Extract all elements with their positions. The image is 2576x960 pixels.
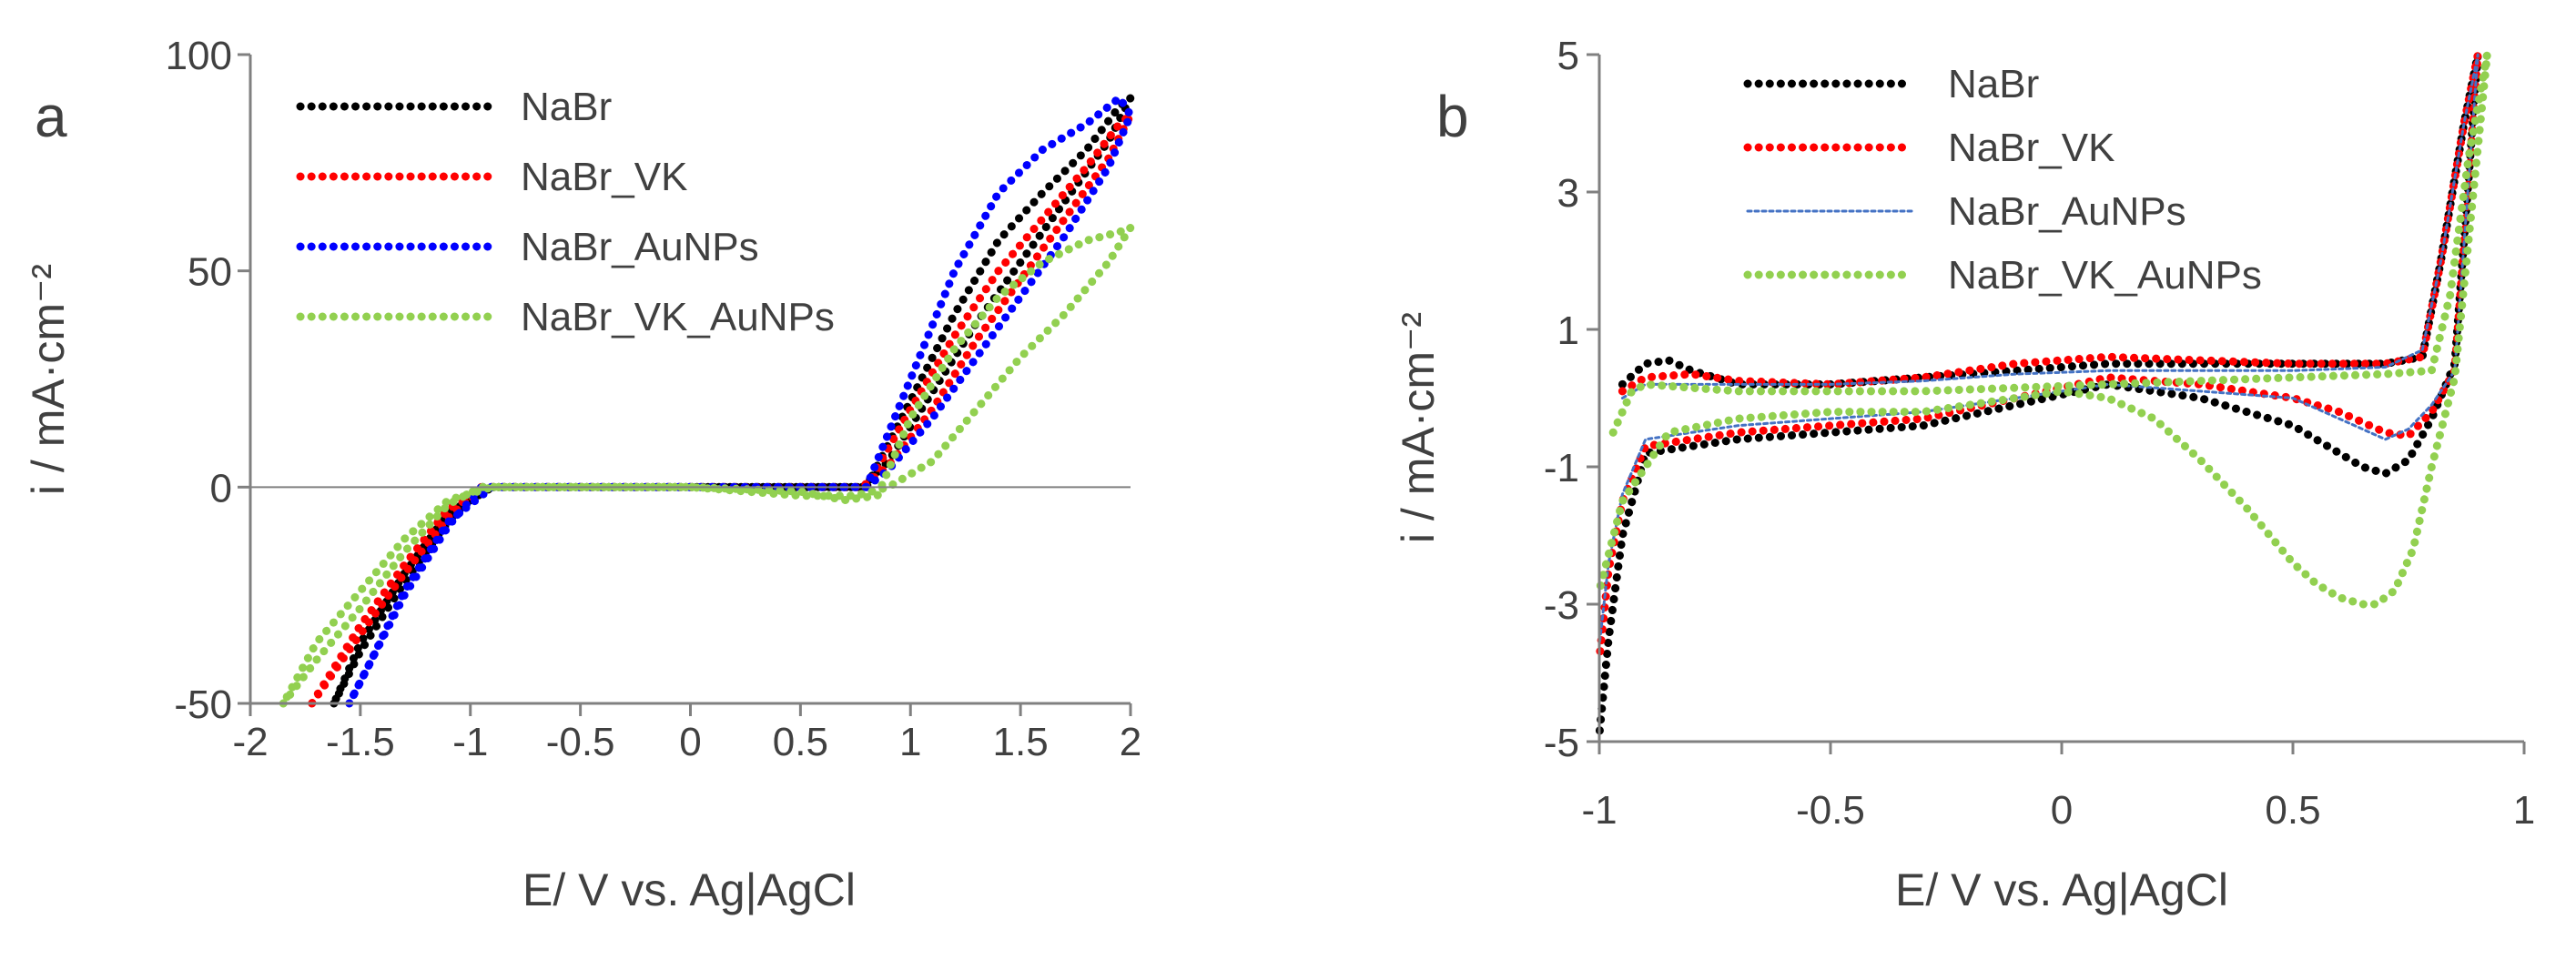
panel-a-legend-label-nabr-vk-aunps: NaBr_VK_AuNPs xyxy=(521,295,835,339)
panel-a-y-tick-label: 50 xyxy=(188,250,232,295)
panel-a-y-tick-label: 100 xyxy=(166,34,232,78)
panel-b-legend-label-nabr-aunps: NaBr_AuNPs xyxy=(1948,189,2186,234)
panel-a-axes xyxy=(238,53,1132,716)
panel-a-y-tick-label: -50 xyxy=(174,682,232,727)
panel-a-series-nabr-aunps xyxy=(345,94,1135,708)
panel-a-tick-labels: -2 -1.5 -1 -0.5 0 0.5 1 1.5 2 -50 0 50 100 xyxy=(166,34,1142,764)
panel-a-legend-label-nabr-aunps: NaBr_AuNPs xyxy=(521,225,759,269)
panel-b-x-tick-label: 1 xyxy=(2513,788,2535,833)
panel-a-x-tick-label: -1 xyxy=(452,720,488,764)
panel-a-series-nabr xyxy=(330,94,1135,708)
panel-b-y-tick-label: 5 xyxy=(1557,34,1579,78)
panel-a-x-tick-label: 0.5 xyxy=(773,720,828,764)
panel-b-y-tick-label: -3 xyxy=(1544,583,1579,628)
panel-a-series-nabr-vk xyxy=(308,111,1135,708)
panel-b-x-tick-label: 0.5 xyxy=(2265,788,2320,833)
panel-b-axes xyxy=(1587,53,2526,754)
panel-a-x-tick-label: 0 xyxy=(679,720,701,764)
panel-a-series-group xyxy=(279,94,1135,708)
panel-b-legend: NaBr NaBr_VK NaBr_AuNPs NaBr_VK_AuNPs xyxy=(1743,62,2262,298)
panel-b-x-tick-label: -1 xyxy=(1581,788,1617,833)
panel-a-x-tick-label: -0.5 xyxy=(546,720,615,764)
panel-a-x-tick-label: 1.5 xyxy=(993,720,1049,764)
panel-b-x-tick-label: 0 xyxy=(2051,788,2073,833)
panel-a-x-tick-label: 1 xyxy=(899,720,921,764)
panel-b-legend-label-nabr-vk: NaBr_VK xyxy=(1948,126,2115,170)
panel-b-y-tick-label: 3 xyxy=(1557,171,1579,216)
panel-a-legend-label-nabr-vk: NaBr_VK xyxy=(521,155,687,199)
panel-a-y-tick-label: 0 xyxy=(210,466,232,510)
panel-b-x-axis-label: E/ V vs. Ag|AgCl xyxy=(1895,864,2228,915)
panel-b-y-axis-label: i / mA·cm⁻² xyxy=(1393,312,1444,543)
panel-b-series-nabr-vk-aunps xyxy=(1595,50,2491,609)
panel-b-x-tick-label: -0.5 xyxy=(1796,788,1865,833)
panel-b-y-tick-label: 1 xyxy=(1557,308,1579,353)
panel-b-legend-label-nabr: NaBr xyxy=(1948,62,2039,106)
panel-b-legend-label-nabr-vk-aunps: NaBr_VK_AuNPs xyxy=(1948,253,2262,298)
panel-b-tick-labels: -1 -0.5 0 0.5 1 -5 -3 -1 1 3 5 xyxy=(1544,34,2535,833)
panel-a-legend: NaBr NaBr_VK NaBr_AuNPs NaBr_VK_AuNPs xyxy=(296,85,835,339)
panel-a-x-tick-label: -1.5 xyxy=(326,720,395,764)
panel-a: a -2 -1.5 -1 -0.5 0 0.5 1 1.5 2 -50 0 50 100 i / mA·… xyxy=(23,34,1141,915)
panel-a-x-tick-label: 2 xyxy=(1120,720,1141,764)
panel-b-y-tick-label: -5 xyxy=(1544,721,1579,765)
panel-a-x-axis-label: E/ V vs. Ag|AgCl xyxy=(522,864,856,915)
panel-label-a: a xyxy=(35,84,67,149)
panel-b-y-tick-label: -1 xyxy=(1544,446,1579,490)
panel-a-x-tick-label: -2 xyxy=(232,720,268,764)
panel-b-series-nabr-aunps xyxy=(1597,53,2480,647)
panel-a-y-axis-label: i / mA·cm⁻² xyxy=(23,264,74,495)
panel-a-legend-label-nabr: NaBr xyxy=(521,85,612,129)
panel-b-series-group xyxy=(1595,50,2491,739)
panel-label-b: b xyxy=(1436,84,1469,149)
panel-b: b -1 -0.5 0 0.5 1 -5 -3 -1 1 3 5 i / mA·cm⁻² E/ V … xyxy=(1393,34,2535,915)
